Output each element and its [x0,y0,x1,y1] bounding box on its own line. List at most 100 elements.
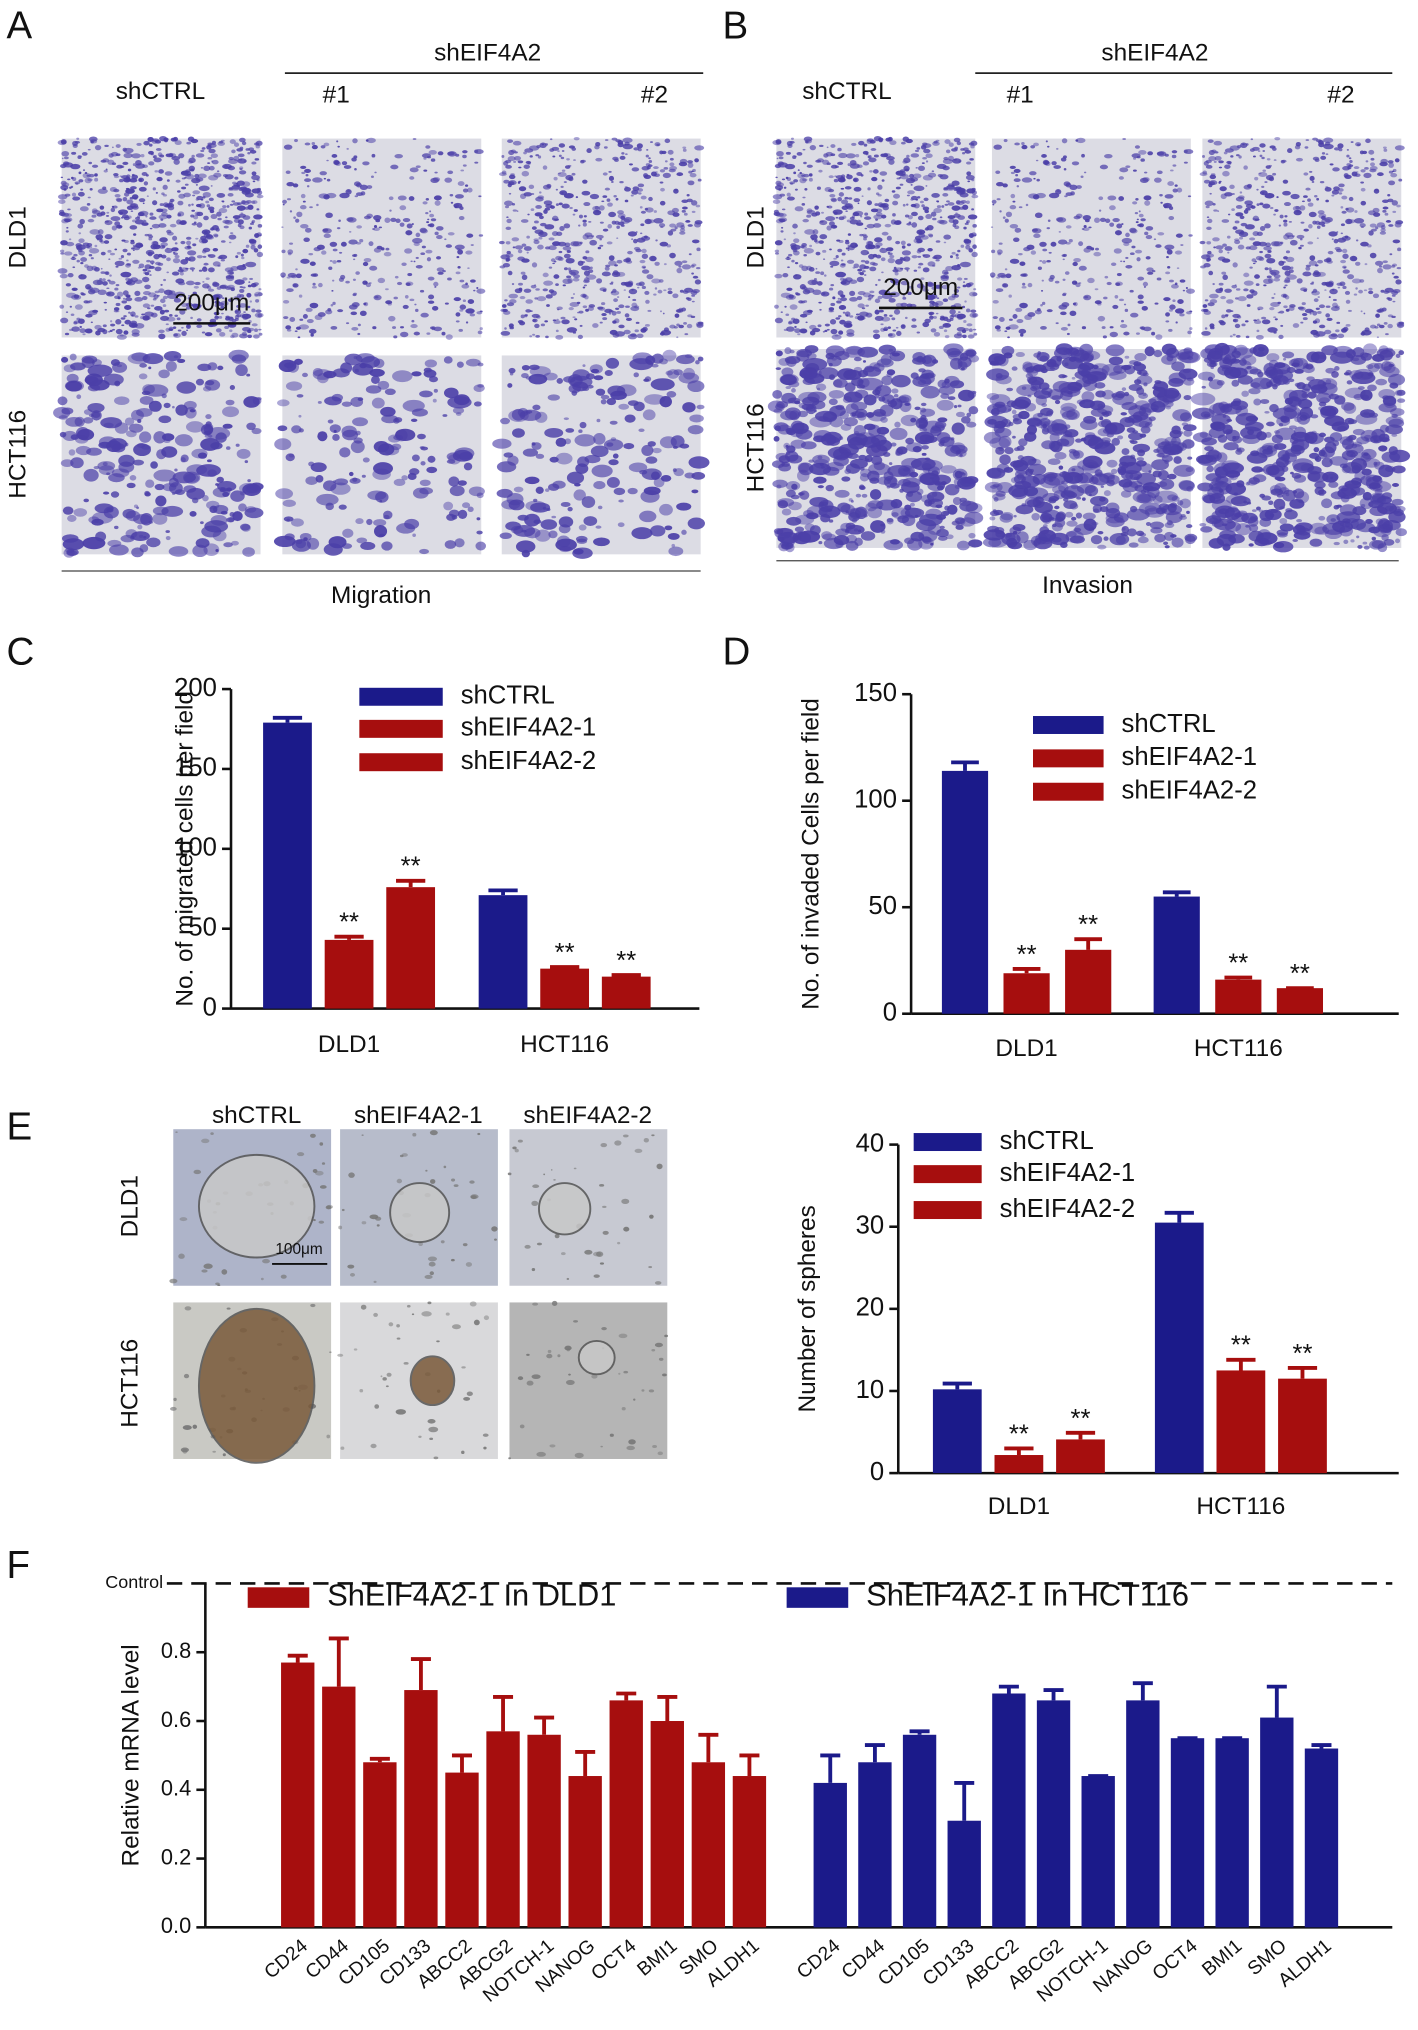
cell [1123,303,1127,306]
cell [185,280,195,286]
cell [506,250,511,255]
cell [87,218,95,223]
cell [912,173,922,179]
cell [1021,177,1033,183]
cell [651,363,659,368]
cell [195,153,205,158]
cell [837,297,841,300]
cell [230,335,235,339]
cell [446,459,456,464]
cell [902,203,906,207]
cell [511,282,515,286]
cell [419,479,431,487]
cell [816,387,821,391]
cell [568,307,574,311]
cell [1160,440,1171,446]
cell [627,400,639,406]
cell [874,237,883,243]
cell [295,273,302,279]
cell [502,262,511,268]
cell [900,280,910,286]
cell [1050,241,1057,247]
cell [1005,532,1012,538]
cell [412,533,416,537]
cell [465,308,475,314]
cell [1049,366,1056,370]
cell [126,482,136,489]
cell [449,194,454,197]
cell [1005,211,1013,218]
cell [543,200,553,206]
cell [1129,228,1138,234]
cell [378,226,383,229]
cell [537,155,542,159]
cell [393,478,406,486]
cell [1105,344,1125,357]
cell [574,318,578,321]
cell [185,302,193,307]
cell [839,263,846,268]
cell [1080,437,1087,442]
cell [682,290,689,294]
cell [897,515,909,524]
cell [1062,278,1066,282]
cell [846,259,855,264]
cell [171,247,179,252]
cell [413,242,420,247]
cell [839,297,848,302]
cell [247,305,251,309]
cell [316,203,319,207]
cell [137,419,142,423]
cell [1348,196,1354,202]
cell [1300,287,1308,292]
cell [76,137,80,140]
cell [183,485,197,493]
cell [397,195,407,201]
cell [60,459,74,467]
cell [1139,433,1147,438]
cell [696,247,701,252]
cell [772,479,788,488]
cell [582,364,586,368]
cell [348,471,354,477]
cell [873,244,880,250]
cell [1136,387,1145,395]
cell [177,211,185,217]
cell [1136,257,1141,262]
cell [1145,256,1151,260]
cell [592,205,601,212]
cell [107,249,112,253]
cell [1252,262,1256,265]
cell [884,198,890,203]
cell [454,447,475,460]
cell [131,352,148,362]
cell [1166,249,1173,255]
cell [548,530,558,539]
cell [1208,156,1217,162]
cell [949,255,953,259]
cell [108,438,128,450]
cell [872,169,879,174]
cell [116,364,122,368]
cell [663,289,667,292]
cell [561,203,570,209]
cell [118,461,135,473]
cell [691,272,694,275]
cell [70,457,84,469]
cell [474,161,479,164]
cell [1129,227,1137,233]
cell [654,287,658,290]
cell [330,303,334,307]
cell [286,198,291,201]
cell [687,314,693,318]
cell [1071,280,1078,285]
cell [1152,386,1167,398]
cell [857,268,863,272]
cell [1176,187,1183,193]
cell [89,187,93,191]
cell [214,234,219,238]
cell [1138,407,1152,417]
cell [1187,195,1192,198]
cell [220,305,225,310]
cell [1071,516,1077,521]
